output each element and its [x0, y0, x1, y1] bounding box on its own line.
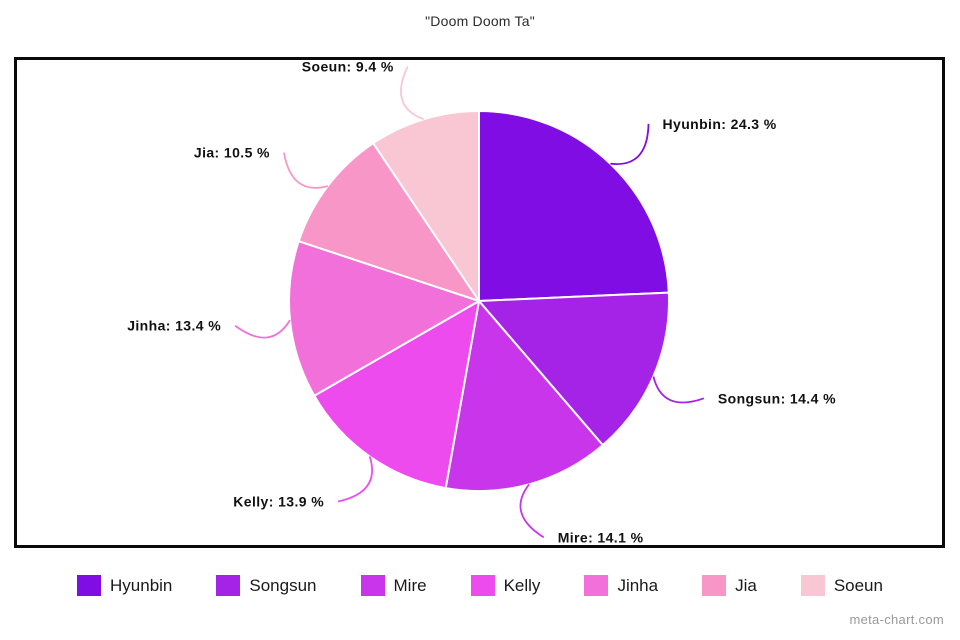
pie-slice-soeun: [372, 110, 480, 302]
legend-item-mire: Mire: [360, 575, 427, 596]
legend-label-soeun: Soeun: [833, 575, 883, 595]
legend-swatch-songsun: [216, 575, 241, 596]
slice-label-soeun: Soeun: 9.4 %: [302, 59, 394, 75]
legend-item-jinha: Jinha: [584, 575, 658, 596]
legend-item-hyunbin: Hyunbin: [77, 575, 172, 596]
legend-swatch-soeun: [800, 575, 825, 596]
pie-slice-songsun: [478, 291, 670, 447]
legend-item-kelly: Kelly: [470, 575, 541, 596]
leader-line-jia: [283, 152, 329, 189]
legend-swatch-kelly: [470, 575, 495, 596]
legend-label-songsun: Songsun: [249, 575, 317, 595]
legend-label-mire: Mire: [393, 575, 427, 595]
legend-label-kelly: Kelly: [503, 575, 541, 595]
legend-swatch-mire: [360, 575, 385, 596]
chart-title: "Doom Doom Ta": [425, 13, 535, 29]
legend: Hyunbin Songsun Mire Kelly Jinha Jia Soeun: [0, 575, 960, 596]
legend-swatch-jia: [702, 575, 727, 596]
pie-slice-jia: [297, 142, 480, 302]
slice-label-kelly: Kelly: 13.9 %: [233, 494, 324, 510]
leader-line-hyunbin: [610, 123, 650, 165]
legend-label-jia: Jia: [735, 575, 757, 595]
slice-label-mire: Mire: 14.1 %: [558, 529, 644, 545]
pie-slice-mire: [444, 300, 604, 493]
slice-label-jia: Jia: 10.5 %: [194, 145, 270, 161]
legend-label-jinha: Jinha: [617, 575, 659, 595]
legend-swatch-jinha: [584, 575, 609, 596]
legend-item-soeun: Soeun: [800, 575, 883, 596]
leader-line-songsun: [652, 376, 705, 404]
leader-line-kelly: [337, 456, 374, 503]
slice-label-hyunbin: Hyunbin: 24.3 %: [663, 116, 777, 132]
leader-line-mire: [519, 483, 545, 539]
pie-slice-hyunbin: [478, 110, 670, 302]
legend-item-jia: Jia: [702, 575, 757, 596]
slice-label-songsun: Songsun: 14.4 %: [718, 390, 836, 406]
slice-label-jinha: Jinha: 13.4 %: [127, 318, 221, 334]
watermark-text: meta-chart.com: [849, 612, 944, 627]
legend-swatch-hyunbin: [77, 575, 102, 596]
leader-line-jinha: [234, 319, 291, 339]
legend-label-hyunbin: Hyunbin: [110, 575, 173, 595]
leader-line-soeun: [400, 66, 425, 121]
legend-item-songsun: Songsun: [216, 575, 317, 596]
